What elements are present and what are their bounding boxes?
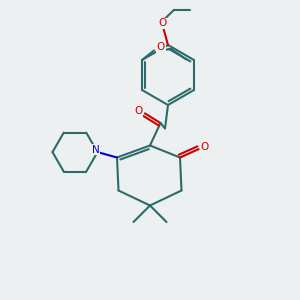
Text: N: N bbox=[92, 145, 100, 155]
Text: O: O bbox=[157, 42, 165, 52]
Text: O: O bbox=[159, 18, 167, 28]
Text: O: O bbox=[200, 142, 209, 152]
Text: O: O bbox=[134, 106, 142, 116]
